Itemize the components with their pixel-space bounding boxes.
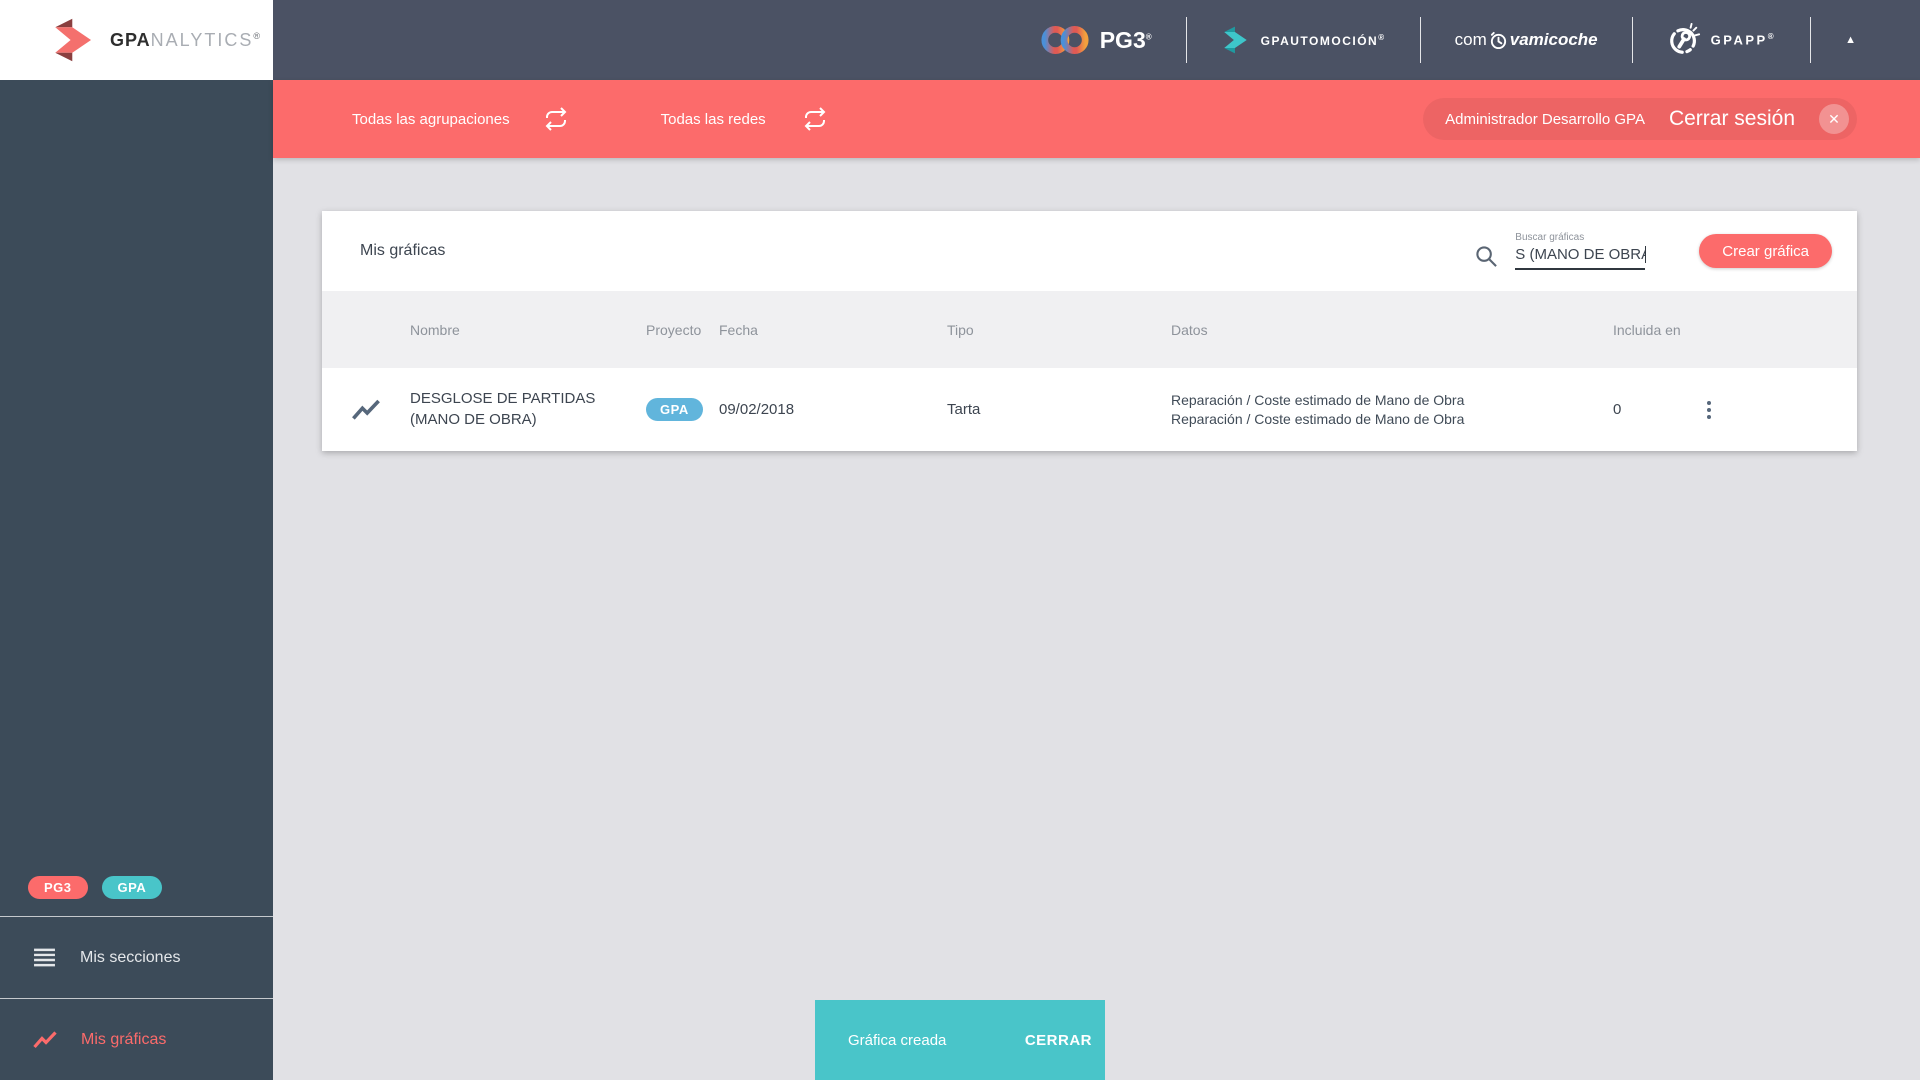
cell-nombre: DESGLOSE DE PARTIDAS (MANO DE OBRA) — [410, 390, 596, 428]
row-chart-icon — [322, 398, 410, 422]
divider — [0, 916, 273, 917]
datos-line: Reparación / Coste estimado de Mano de O… — [1171, 391, 1465, 408]
search-label: Buscar gráficas — [1515, 232, 1585, 243]
comprovamicoche-logo: com vamicoche — [1455, 30, 1598, 50]
pg3-label: PG3 — [1099, 26, 1146, 53]
sidebar-item-label: Mis gráficas — [81, 1030, 167, 1048]
gpautomocion-reg: ® — [1378, 32, 1386, 42]
divider — [1185, 17, 1187, 63]
sidebar: PG3 GPA Mis secciones Mis gráficas — [0, 80, 273, 1080]
sidebar-badges: PG3 GPA — [0, 876, 273, 916]
sidebar-item-mis-graficas[interactable]: Mis gráficas — [0, 999, 273, 1080]
user-name: Administrador Desarrollo GPA — [1445, 110, 1645, 128]
brand-light: NALYTICS — [150, 29, 254, 50]
comprovamicoche-pre: com — [1454, 30, 1487, 49]
header-datos: Datos — [1171, 321, 1208, 338]
clock-icon — [1489, 31, 1508, 50]
line-chart-icon — [33, 1030, 57, 1050]
cell-menu — [1700, 397, 1857, 423]
divider — [1419, 17, 1421, 63]
gpanalytics-arrow-icon — [50, 17, 98, 63]
sidebar-item-label: Mis secciones — [80, 948, 181, 966]
pg3-logo: PG3® — [1040, 21, 1152, 59]
networks-label: Todas las redes — [660, 110, 766, 128]
comprovamicoche-post: vamicoche — [1509, 30, 1598, 49]
row-menu-dots-icon[interactable] — [1700, 397, 1718, 423]
main-area: Mis gráficas Buscar gráficas Crear gráfi… — [273, 158, 1920, 1080]
divider — [1810, 17, 1812, 63]
divider — [1631, 17, 1633, 63]
sidebar-item-mis-secciones[interactable]: Mis secciones — [0, 917, 273, 998]
header-proyecto: Proyecto — [646, 321, 702, 338]
swap-groupings-icon[interactable] — [543, 107, 569, 131]
gpanalytics-brand: GPANALYTICS® — [0, 0, 273, 80]
filter-bar: Todas las agrupaciones Todas las redes A… — [273, 80, 1920, 158]
user-session-chip: Administrador Desarrollo GPA Cerrar sesi… — [1423, 98, 1857, 140]
snackbar-close-button[interactable]: CERRAR — [1024, 1031, 1092, 1049]
partner-logos: PG3® GPAUTOMOCIÓN® com — [1040, 0, 1920, 80]
gpautomocion-logo: GPAUTOMOCIÓN® — [1221, 25, 1386, 55]
search-field: Buscar gráficas — [1515, 232, 1647, 270]
brand-bold: GPA — [110, 29, 151, 50]
snackbar: Gráfica creada CERRAR — [815, 1000, 1105, 1080]
gpapp-reg: ® — [1767, 32, 1777, 42]
table-row[interactable]: DESGLOSE DE PARTIDAS (MANO DE OBRA) GPA … — [322, 368, 1857, 451]
header-incluida-en: Incluida en — [1613, 321, 1681, 338]
create-chart-button[interactable]: Crear gráfica — [1699, 234, 1832, 268]
swap-networks-icon[interactable] — [802, 107, 828, 131]
header-nombre: Nombre — [410, 321, 460, 338]
cell-tipo: Tarta — [947, 401, 981, 418]
cell-proyecto: GPA — [646, 398, 719, 421]
table-header-row: Nombre Proyecto Fecha Tipo Datos Incluid… — [322, 291, 1857, 368]
datos-line: Reparación / Coste estimado de Mano de O… — [1171, 410, 1465, 427]
gpautomocion-label: GPAUTOMOCIÓN — [1260, 33, 1379, 48]
header-fecha: Fecha — [719, 321, 758, 338]
top-header-bar: PG3® GPAUTOMOCIÓN® com — [0, 0, 1920, 80]
pg3-infinity-icon — [1040, 21, 1090, 59]
snackbar-message: Gráfica creada — [848, 1031, 947, 1049]
page-title: Mis gráficas — [360, 242, 446, 259]
gpapp-logo: GPAPP® — [1667, 23, 1776, 57]
logout-close-icon[interactable]: ✕ — [1819, 104, 1849, 134]
header-tipo: Tipo — [947, 321, 974, 338]
groupings-label: Todas las agrupaciones — [352, 110, 510, 128]
logout-button[interactable]: Cerrar sesión — [1668, 107, 1795, 130]
gpapp-label: GPAPP — [1710, 32, 1768, 48]
gpapp-wrench-icon — [1667, 23, 1701, 57]
badge-pg3[interactable]: PG3 — [28, 876, 88, 899]
project-badge: GPA — [646, 398, 703, 421]
cell-fecha: 09/02/2018 — [719, 401, 795, 418]
cell-incluida-en: 0 — [1613, 401, 1622, 418]
search-icon[interactable] — [1475, 245, 1498, 268]
collapse-header-arrow-icon[interactable]: ▲ — [1845, 34, 1856, 46]
brand-reg: ® — [253, 30, 261, 41]
menu-icon — [33, 948, 56, 967]
charts-card: Mis gráficas Buscar gráficas Crear gráfi… — [322, 211, 1857, 451]
badge-gpa[interactable]: GPA — [101, 876, 163, 899]
search-input[interactable] — [1515, 246, 1646, 270]
divider — [0, 998, 273, 999]
pg3-reg: ® — [1145, 31, 1152, 41]
text-cursor — [1645, 246, 1647, 263]
card-toolbar: Mis gráficas Buscar gráficas Crear gráfi… — [322, 211, 1857, 291]
gpautomocion-arrow-icon — [1221, 25, 1251, 55]
cell-datos: Reparación / Coste estimado de Mano de O… — [1171, 391, 1613, 429]
